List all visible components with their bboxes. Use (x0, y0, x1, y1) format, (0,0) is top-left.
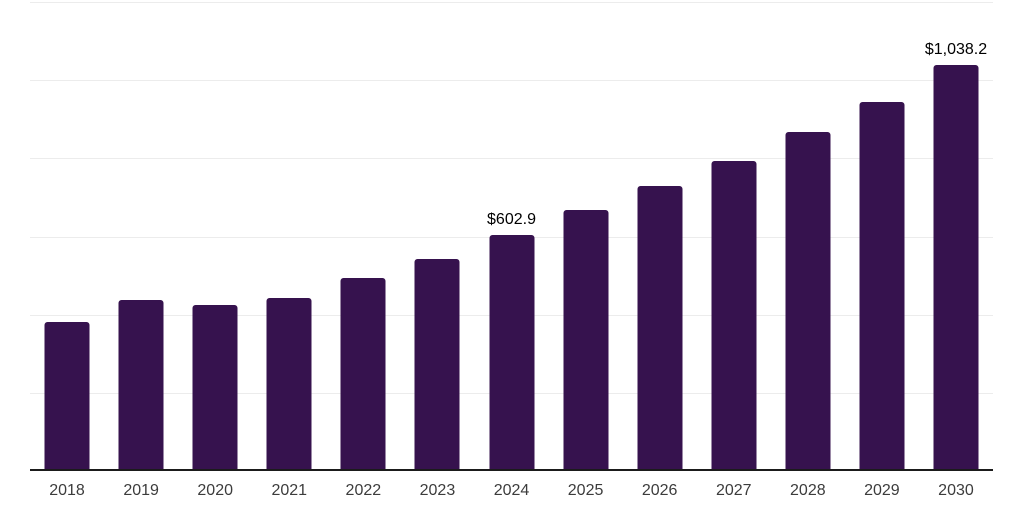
bars: $602.9 $1,038.2 (30, 2, 993, 471)
bar-2024 (489, 235, 534, 471)
x-tick-2024: 2024 (493, 482, 530, 499)
bar-2030 (933, 65, 979, 471)
gridline-800 (30, 158, 993, 160)
bar-2020 (192, 304, 238, 471)
gridline-1000 (30, 80, 993, 82)
bar-slot-2023 (400, 2, 474, 471)
plot-area: $602.9 $1,038.2 (30, 2, 993, 471)
value-label-2030: $1,038.2 (924, 41, 988, 59)
bar-2023 (414, 258, 460, 471)
bar-2018 (44, 321, 90, 471)
bar-slot-2028 (771, 2, 845, 471)
bar-slot-2022 (326, 2, 400, 471)
x-tick-2020: 2020 (197, 482, 233, 499)
x-tick-2028: 2028 (790, 482, 826, 499)
bar-slot-2018 (30, 2, 104, 471)
bar-2025 (563, 209, 609, 471)
bar-slot-2019 (104, 2, 178, 471)
bar-slot-2030: $1,038.2 (919, 2, 993, 471)
bar-2027 (711, 160, 757, 471)
bar-slot-2027 (697, 2, 771, 471)
x-tick-2027: 2027 (715, 482, 752, 499)
gridline-1200 (30, 2, 993, 3)
x-axis-line (30, 469, 993, 471)
x-tick-2019: 2019 (123, 482, 159, 499)
bar-2029 (859, 102, 905, 471)
bar-slot-2025 (549, 2, 623, 471)
x-tick-2022: 2022 (345, 482, 382, 499)
bar-2021 (266, 297, 312, 471)
bar-slot-2020 (178, 2, 252, 471)
value-label-2024: $602.9 (487, 211, 536, 229)
bar-2019 (118, 299, 164, 471)
bar-slot-2026 (623, 2, 697, 471)
bar-2022 (340, 278, 386, 471)
x-tick-2029: 2029 (864, 482, 900, 499)
x-tick-2030: 2030 (938, 482, 974, 499)
x-tick-2018: 2018 (49, 482, 85, 499)
bar-slot-2029 (845, 2, 919, 471)
bar-slot-2024: $602.9 (474, 2, 548, 471)
bar-2028 (785, 132, 831, 471)
bar-2026 (637, 185, 683, 471)
x-tick-2026: 2026 (641, 482, 678, 499)
x-axis-labels: 2018 2019 2020 2021 2022 2023 2024 2025 2026 2027… (30, 481, 993, 501)
x-tick-2023: 2023 (419, 482, 456, 499)
x-tick-2025: 2025 (567, 482, 604, 499)
bar-slot-2021 (252, 2, 326, 471)
x-tick-2021: 2021 (271, 482, 308, 499)
